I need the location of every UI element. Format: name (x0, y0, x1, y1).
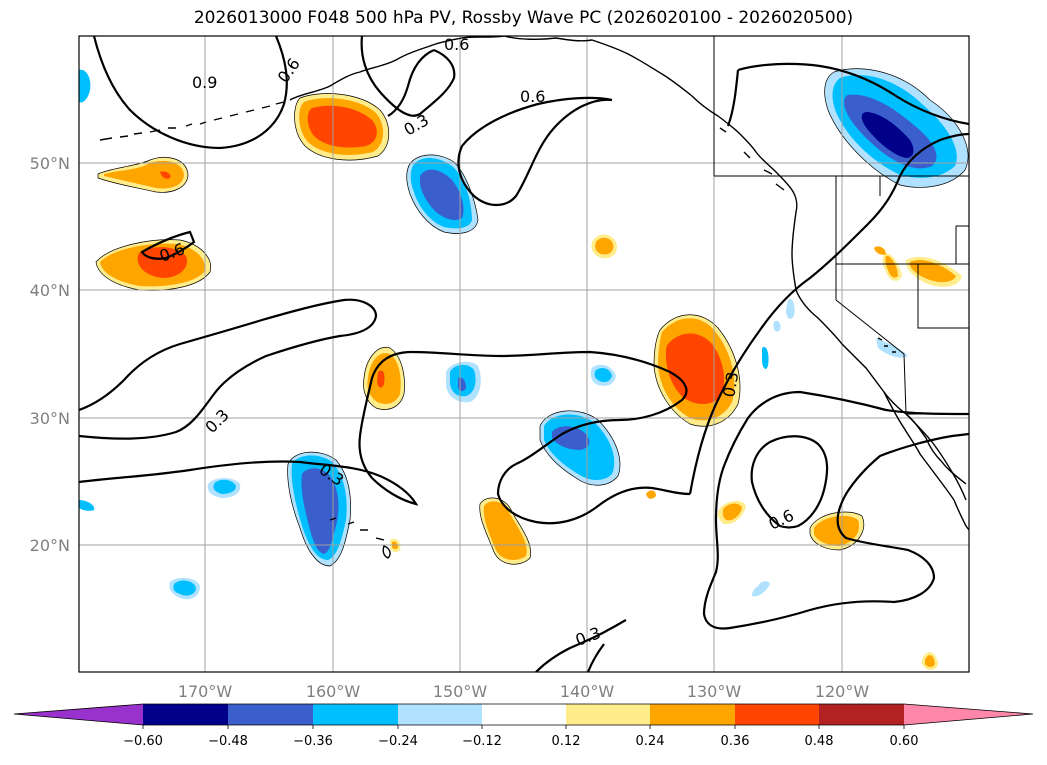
positive-anomaly-north (294, 93, 389, 161)
lat-axis: 50°N 40°N 30°N 20°N (30, 154, 70, 555)
colorbar-segment (143, 704, 228, 725)
positive-anomaly-48n (98, 157, 188, 193)
negative-anomaly-27n (540, 410, 620, 486)
negative-anomaly-northeast (824, 68, 969, 188)
colorbar-tick: −0.36 (293, 734, 333, 749)
lon-label: 140°W (560, 682, 615, 701)
colorbar-segment (650, 704, 735, 725)
colorbar-tick: 0.12 (552, 734, 581, 749)
lon-label: 170°W (178, 682, 233, 701)
colorbar-tick: −0.24 (378, 734, 418, 749)
lat-label: 50°N (30, 154, 70, 173)
colorbar-segment (228, 704, 313, 725)
lon-label: 160°W (306, 682, 361, 701)
contour-label: 0.6 (520, 87, 545, 106)
shading-outlines (95, 68, 969, 567)
lon-label: 130°W (687, 682, 742, 701)
colorbar-segment (566, 704, 650, 725)
colorbar-extend-left (14, 704, 143, 725)
lon-label: 120°W (815, 682, 870, 701)
colorbar-tick: −0.48 (208, 734, 248, 749)
colorbar-tick: −0.12 (462, 734, 502, 749)
colorbar-segment (313, 704, 398, 725)
contour-label: 0.6 (444, 35, 469, 54)
lon-axis: 170°W 160°W 150°W 140°W 130°W 120°W (178, 682, 870, 701)
positive-anomaly-32n (363, 347, 405, 410)
negative-anomaly-edge (79, 69, 91, 103)
lat-label: 40°N (30, 281, 70, 300)
colorbar-segment (819, 704, 904, 725)
coastlines (99, 36, 969, 559)
colorbar: −0.60 −0.48 −0.36 −0.24 −0.12 0.12 0.24 … (13, 703, 1034, 749)
gridlines (79, 36, 969, 672)
contour-label: 0.9 (192, 73, 217, 92)
contour-label: 0.3 (719, 370, 742, 398)
colorbar-tick: 0.36 (721, 734, 750, 749)
colorbar-tick: 0.24 (636, 734, 665, 749)
map-frame (78, 35, 970, 673)
colorbar-segment (482, 704, 566, 725)
lat-label: 20°N (30, 536, 70, 555)
lat-label: 30°N (30, 409, 70, 428)
pv-contours (79, 36, 969, 672)
colorbar-segment (735, 704, 819, 725)
colorbar-extend-right (904, 704, 1033, 725)
lon-label: 150°W (433, 682, 488, 701)
colorbar-segment (398, 704, 482, 725)
colorbar-tick: −0.60 (123, 734, 163, 749)
map-title: 2026013000 F048 500 hPa PV, Rossby Wave … (193, 8, 854, 28)
map-panel: 0.9 0.6 0.6 0.6 0.3 0.6 0.3 0.3 0.3 0.6 … (79, 35, 969, 672)
colorbar-tick: 0.60 (890, 734, 919, 749)
colorbar-tick: 0.48 (805, 734, 834, 749)
